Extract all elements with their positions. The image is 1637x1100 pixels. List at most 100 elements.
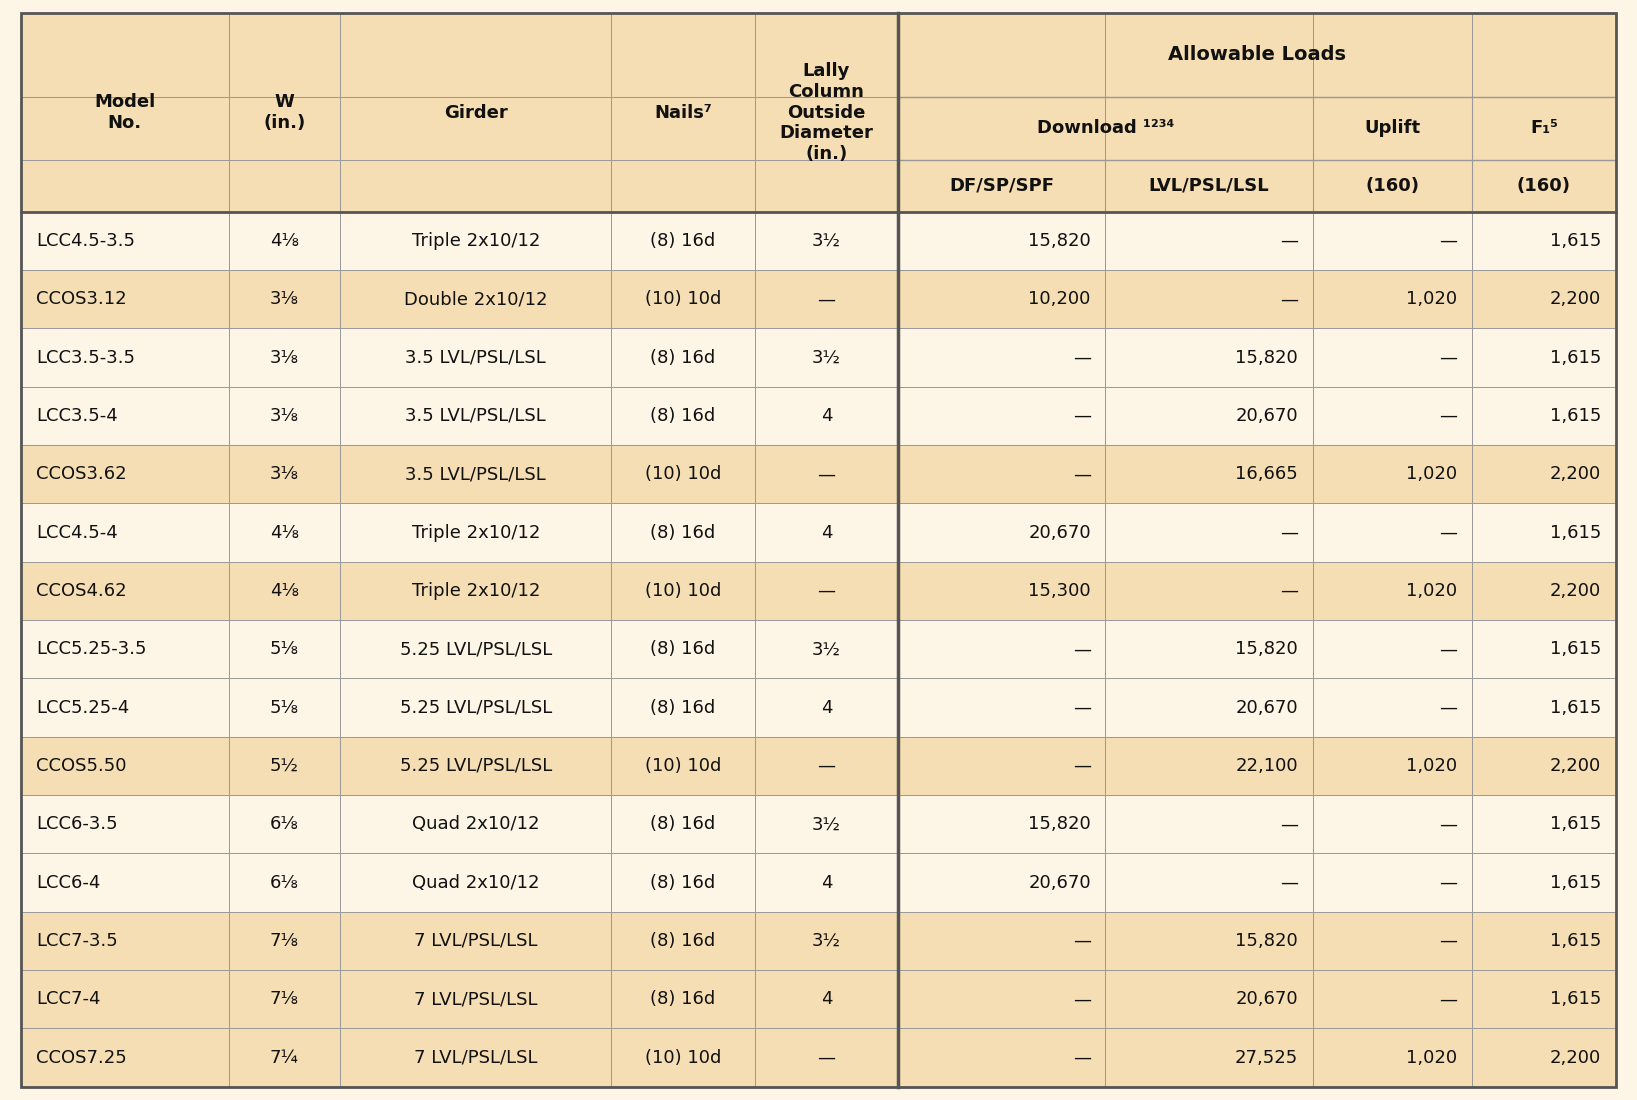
Text: (8) 16d: (8) 16d (650, 932, 715, 950)
Text: 5⅛: 5⅛ (270, 640, 300, 658)
Bar (755, 387, 899, 446)
Text: —: — (1072, 990, 1090, 1009)
Text: 2,200: 2,200 (1550, 465, 1601, 483)
Text: (10) 10d: (10) 10d (645, 465, 722, 483)
Text: 3⅛: 3⅛ (270, 349, 300, 366)
Text: 7¼: 7¼ (270, 1048, 300, 1067)
Text: 7⅛: 7⅛ (270, 932, 300, 950)
Text: 3½: 3½ (812, 932, 841, 950)
Bar (1472, 161, 1616, 212)
Bar (899, 97, 1105, 161)
Bar (340, 620, 611, 679)
Bar (21, 1028, 229, 1087)
Text: —: — (1280, 815, 1298, 834)
Text: CCOS3.62: CCOS3.62 (36, 465, 126, 483)
Bar (1313, 737, 1472, 795)
Text: —: — (1280, 290, 1298, 308)
Text: F₁⁵: F₁⁵ (1531, 120, 1558, 138)
Text: 5.25 LVL/PSL/LSL: 5.25 LVL/PSL/LSL (399, 640, 552, 658)
Bar (755, 161, 899, 212)
Text: CCOS4.62: CCOS4.62 (36, 582, 126, 600)
Text: LCC3.5-3.5: LCC3.5-3.5 (36, 349, 134, 366)
Bar (755, 970, 899, 1028)
Text: 15,300: 15,300 (1028, 582, 1090, 600)
Text: 5½: 5½ (270, 757, 300, 776)
Bar (1313, 504, 1472, 562)
Bar (1472, 620, 1616, 679)
Text: 1,615: 1,615 (1550, 873, 1601, 892)
Text: —: — (1280, 232, 1298, 250)
Text: LCC5.25-4: LCC5.25-4 (36, 698, 129, 716)
Bar (1105, 271, 1313, 329)
Text: Triple 2x10/12: Triple 2x10/12 (411, 524, 540, 541)
Bar (340, 679, 611, 737)
Bar (229, 387, 340, 446)
Bar (1313, 679, 1472, 737)
Bar (340, 854, 611, 912)
Text: 1,020: 1,020 (1406, 757, 1457, 776)
Bar (755, 329, 899, 387)
Text: 20,670: 20,670 (1236, 990, 1298, 1009)
Text: 1,615: 1,615 (1550, 990, 1601, 1009)
Bar (21, 912, 229, 970)
Text: Lally
Column
Outside
Diameter
(in.): Lally Column Outside Diameter (in.) (779, 62, 874, 163)
Text: 6⅛: 6⅛ (270, 873, 298, 892)
Text: Allowable Loads: Allowable Loads (1167, 45, 1346, 65)
Bar (229, 1028, 340, 1087)
Text: (10) 10d: (10) 10d (645, 582, 722, 600)
Bar (1105, 504, 1313, 562)
Bar (340, 504, 611, 562)
Text: —: — (817, 1048, 835, 1067)
Text: 27,525: 27,525 (1234, 1048, 1298, 1067)
Text: 1,020: 1,020 (1406, 290, 1457, 308)
Bar (229, 562, 340, 620)
Text: (8) 16d: (8) 16d (650, 990, 715, 1009)
Text: 1,615: 1,615 (1550, 815, 1601, 834)
Text: 1,615: 1,615 (1550, 524, 1601, 541)
Text: LCC3.5-4: LCC3.5-4 (36, 407, 118, 425)
Bar (1472, 446, 1616, 504)
Bar (1105, 679, 1313, 737)
Bar (340, 271, 611, 329)
Text: 1,615: 1,615 (1550, 640, 1601, 658)
Text: 3⅛: 3⅛ (270, 407, 300, 425)
Bar (229, 212, 340, 271)
Bar (899, 13, 1105, 97)
Bar (611, 329, 755, 387)
Bar (1105, 795, 1313, 854)
Text: 7⅛: 7⅛ (270, 990, 300, 1009)
Bar (1105, 97, 1313, 161)
Text: 5.25 LVL/PSL/LSL: 5.25 LVL/PSL/LSL (399, 757, 552, 776)
Bar (340, 970, 611, 1028)
Bar (899, 212, 1105, 271)
Text: —: — (1439, 349, 1457, 366)
Bar (899, 504, 1105, 562)
Text: 1,615: 1,615 (1550, 932, 1601, 950)
Text: 10,200: 10,200 (1028, 290, 1090, 308)
Bar (340, 387, 611, 446)
Text: 3⅛: 3⅛ (270, 465, 300, 483)
Text: LCC4.5-4: LCC4.5-4 (36, 524, 118, 541)
Bar (1105, 329, 1313, 387)
Text: 3½: 3½ (812, 640, 841, 658)
Text: 20,670: 20,670 (1028, 524, 1090, 541)
Bar (755, 212, 899, 271)
Bar (340, 212, 611, 271)
Text: 1,615: 1,615 (1550, 232, 1601, 250)
Bar (1472, 912, 1616, 970)
Bar (899, 562, 1105, 620)
Bar (229, 620, 340, 679)
Bar (1313, 1028, 1472, 1087)
Text: 20,670: 20,670 (1236, 407, 1298, 425)
Text: 3½: 3½ (812, 815, 841, 834)
Text: 15,820: 15,820 (1236, 640, 1298, 658)
Text: 4⅛: 4⅛ (270, 582, 300, 600)
Text: LCC4.5-3.5: LCC4.5-3.5 (36, 232, 134, 250)
Bar (21, 271, 229, 329)
Text: —: — (1439, 990, 1457, 1009)
Bar (755, 737, 899, 795)
Text: —: — (1439, 815, 1457, 834)
Text: (8) 16d: (8) 16d (650, 640, 715, 658)
Bar (755, 795, 899, 854)
Text: Download ¹²³⁴: Download ¹²³⁴ (1036, 120, 1174, 138)
